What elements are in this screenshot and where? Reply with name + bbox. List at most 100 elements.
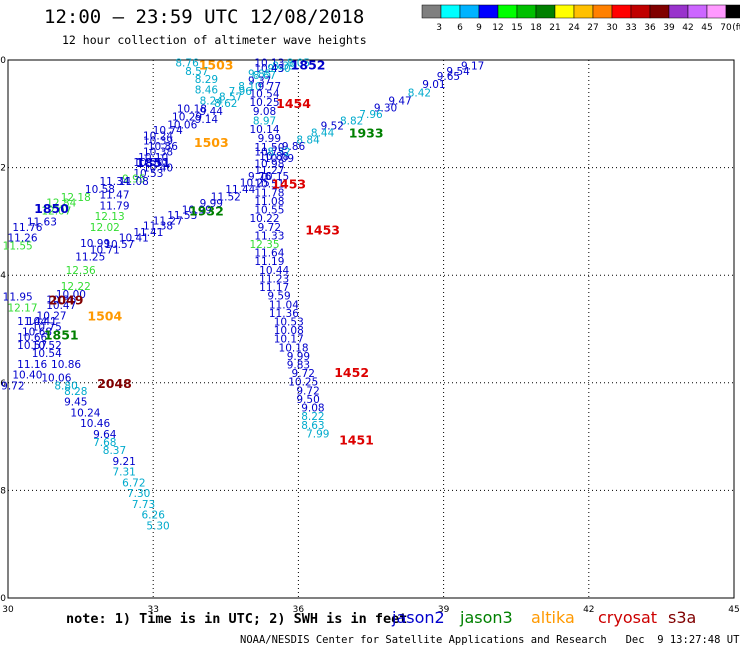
wave-height-value: 8.80 [54,380,77,392]
wave-height-value: 9.50 [296,394,319,406]
wave-height-value: 11.79 [99,200,129,212]
wave-height-value: 11.27 [153,215,183,227]
wave-height-value: 7.68 [93,437,116,449]
wave-height-value: 8.32 [267,146,290,158]
pass-time-label: 1452 [334,365,369,380]
wave-height-value: 10.58 [85,184,115,196]
wave-height-value: 10.24 [143,130,173,142]
wave-height-value: 10.54 [32,348,62,360]
satellite-s3a: s3a [668,608,697,627]
wave-height-value: 9.86 [282,141,306,153]
wave-height-value: 9.76 [248,171,272,183]
wave-height-value: 8.57 [219,92,242,104]
wave-height-value: 12.07 [41,206,71,218]
wave-height-value: 8.46 [195,85,219,97]
wave-height-value: 12.22 [61,281,91,293]
wave-height-value: 9.99 [200,198,223,210]
wave-height-value: 10.15 [259,171,289,183]
wave-height-value: 8.29 [195,74,218,86]
wave-height-value: 11.50 [254,142,284,154]
wave-height-value: 10.41 [27,316,57,328]
wave-height-value: 10.99 [80,238,110,250]
legend-swatch [497,4,518,19]
legend-swatch [440,4,461,19]
wave-height-value: 11.34 [99,176,129,188]
wave-height-value: 10.25 [249,97,279,109]
pass-time-label: 1503 [194,135,229,150]
wave-height-value: 10.86 [148,141,178,153]
wave-height-value: 9.01 [422,79,445,91]
legend-swatch [725,4,740,19]
wave-height-value: 9.77 [258,81,281,93]
wave-height-value: 12.17 [7,302,37,314]
wave-height-value: 6.26 [142,510,166,522]
wave-height-value: 9.95 [122,173,145,185]
wave-height-value: 10.13 [254,58,284,70]
wave-height-value: 9.99 [287,351,310,363]
wave-height-value: 11.44 [17,316,47,328]
wave-height-value: 7.31 [112,467,135,479]
pass-time-label: 1932 [189,204,224,219]
legend-tick-label: 27 [587,23,598,33]
wave-height-value: 9.47 [388,95,411,107]
wave-height-value: 10.24 [70,407,100,419]
wave-height-value: 9.72 [1,380,24,392]
wave-height-value: 10.40 [12,370,42,382]
legend-swatch [592,4,613,19]
wave-height-value: 10.27 [37,311,67,323]
wave-height-value: 9.64 [93,429,117,441]
wave-height-value: 11.38 [143,221,173,233]
wave-height-value: 10.14 [249,124,279,136]
legend-swatch [668,4,689,19]
pass-time-label: 2048 [97,376,132,391]
wave-height-value: 10.51 [254,179,284,191]
pass-time-label: 1852 [291,57,326,72]
wave-height-value: 10.71 [90,244,120,256]
legend-swatch [459,4,480,19]
wave-height-value: 7.96 [359,109,383,121]
wave-height-value: 12.35 [249,239,279,251]
legend-tick-label: 9 [476,23,482,33]
plot-frame [7,59,735,599]
wave-height-value: 11.04 [269,299,299,311]
wave-height-value: 11.08 [254,196,284,208]
footer-credit: NOAA/NESDIS Center for Satellite Applica… [240,634,740,646]
wave-height-value: 10.46 [80,418,110,430]
legend-swatch [611,4,632,19]
wave-height-value: 11.78 [254,187,284,199]
wave-height-value: 10.43 [254,63,284,75]
wave-height-value: 8.39 [272,60,295,72]
wave-height-value: 7.96 [229,86,253,98]
pass-time-label: 1453 [271,177,306,192]
wave-height-value: 9.72 [258,222,281,234]
wave-height-value: 8.24 [200,95,224,107]
wave-height-value: 9.59 [267,291,290,303]
wave-height-value: 9.65 [437,71,460,83]
wave-height-value: 10.54 [249,88,279,100]
wave-height-value: 10.75 [32,321,62,333]
wave-height-value: 9.45 [64,397,87,409]
x-tick-label: 45 [728,605,739,615]
wave-height-value: 10.74 [153,125,183,137]
wave-height-value: 11.17 [259,282,289,294]
wave-height-value: 11.52 [211,192,241,204]
legend-tick-label: 24 [568,23,580,33]
pass-time-label: 1451 [339,432,374,447]
wave-height-value: 10.17 [274,334,304,346]
legend-tick-label: 15 [511,23,522,33]
wave-height-value: 10.08 [274,325,304,337]
wave-height-value: 9.37 [248,75,271,87]
wave-height-value: 10.88 [259,151,289,163]
x-tick-label: 30 [2,605,14,615]
legend-swatch [554,4,575,19]
legend-tick-label: 39 [663,23,675,33]
wave-height-value: 10.39 [143,136,173,148]
wave-height-value: 11.44 [225,184,255,196]
wave-height-value: 12.84 [46,198,76,210]
wave-height-value: 9.44 [200,106,224,118]
wave-height-value: 10.18 [279,342,309,354]
legend-tick-label: 3 [436,23,442,33]
x-tick-label: 36 [293,605,305,615]
legend-tick-label: 45 [701,23,712,33]
wave-height-value: 7.73 [132,499,155,511]
